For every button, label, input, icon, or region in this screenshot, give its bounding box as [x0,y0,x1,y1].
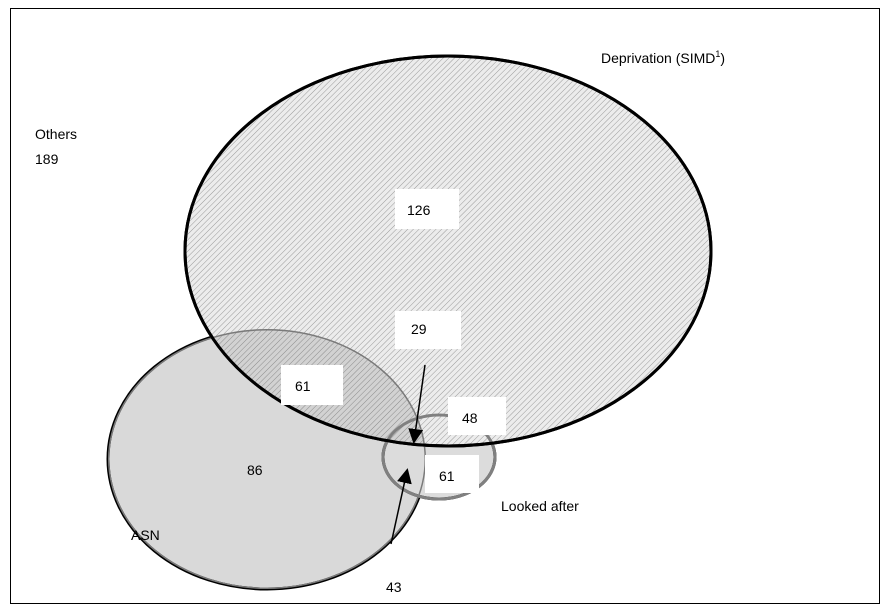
venn-diagram-frame: 126 29 61 48 61 86 43 Deprivation (SIMD1… [10,8,880,604]
looked-after-only-count: 61 [439,468,455,484]
deprivation-only-count-box [395,189,459,229]
looked-after-only-count-box [425,455,479,493]
others-count: 189 [35,151,59,167]
looked-after-label: Looked after [501,498,579,514]
venn-diagram: 126 29 61 48 61 86 43 Deprivation (SIMD1… [35,49,725,595]
asn-deprivation-count: 61 [295,378,311,394]
deprivation-outline [183,54,713,448]
others-label: Others [35,126,77,142]
arrow-29 [408,364,426,444]
deprivation-looked-after-count-box [395,311,461,349]
asn-deprivation-count-box [281,365,343,405]
asn-label: ASN [131,527,160,543]
asn-looked-after-count: 43 [386,579,402,595]
looked-after-inner-outline [381,413,497,501]
deprivation-looked-after-overlap-count: 48 [462,410,478,426]
deprivation-label-close: ) [720,50,725,66]
asn-only-count: 86 [247,462,263,478]
deprivation-looked-after-overlap-count-box [448,397,506,435]
deprivation-label-sup: 1 [715,49,720,59]
arrow-43 [390,468,412,545]
deprivation-looked-after-count: 29 [411,321,427,337]
deprivation-only-count: 126 [407,202,431,218]
asn-deprivation-overlap [185,329,426,446]
deprivation-label-text: Deprivation (SIMD [601,50,715,66]
deprivation-label: Deprivation (SIMD1) [601,49,725,66]
